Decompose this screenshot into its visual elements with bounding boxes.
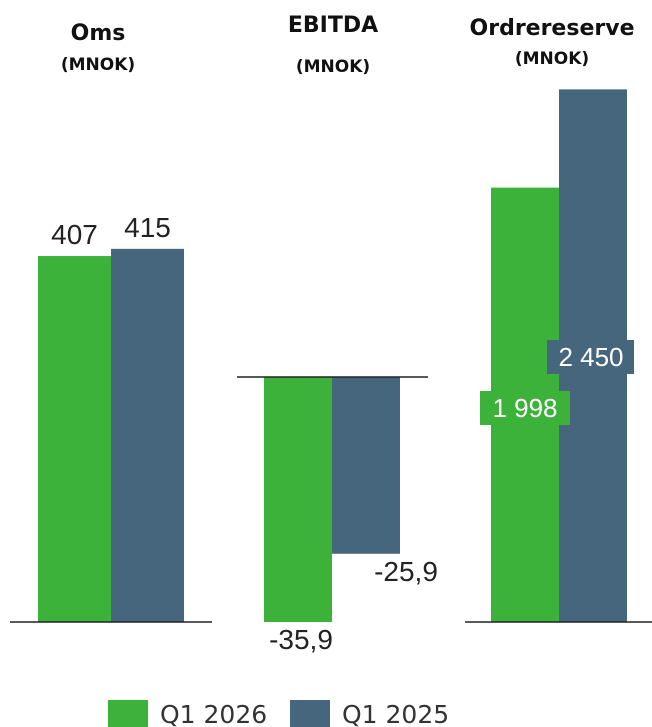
ebitda-subtitle: (MNOK) xyxy=(296,57,370,77)
oms-bar-q1-2026 xyxy=(38,256,111,622)
ordrereserve-value-label-bg-q1-2025 xyxy=(547,340,634,374)
ordrereserve-value-label-q1-2025: 2 450 xyxy=(558,342,623,372)
legend-label-q1-2025: Q1 2025 xyxy=(342,700,449,727)
legend-label-q1-2026: Q1 2026 xyxy=(160,700,267,727)
ebitda-bar-q1-2026 xyxy=(264,377,332,622)
ordrereserve-subtitle: (MNOK) xyxy=(515,49,589,69)
ebitda-title: EBITDA xyxy=(288,13,378,38)
oms-value-label-q1-2025: 415 xyxy=(124,212,171,243)
ordrereserve-value-label-q1-2026: 1 998 xyxy=(492,393,557,423)
oms-title: Oms xyxy=(71,21,126,46)
oms-bar-q1-2025 xyxy=(111,248,184,622)
ebitda-value-label-q1-2026: -35,9 xyxy=(269,624,333,655)
oms-subtitle: (MNOK) xyxy=(61,55,135,75)
legend-swatch-q1-2025 xyxy=(290,700,330,727)
ordrereserve-title: Ordrereserve xyxy=(470,16,635,41)
ebitda-bar-q1-2025 xyxy=(332,377,400,554)
ordrereserve-value-label-bg-q1-2026 xyxy=(480,391,570,425)
ebitda-value-label-q1-2025: -25,9 xyxy=(374,556,438,587)
oms-value-label-q1-2026: 407 xyxy=(51,219,98,250)
legend-swatch-q1-2026 xyxy=(108,700,148,727)
